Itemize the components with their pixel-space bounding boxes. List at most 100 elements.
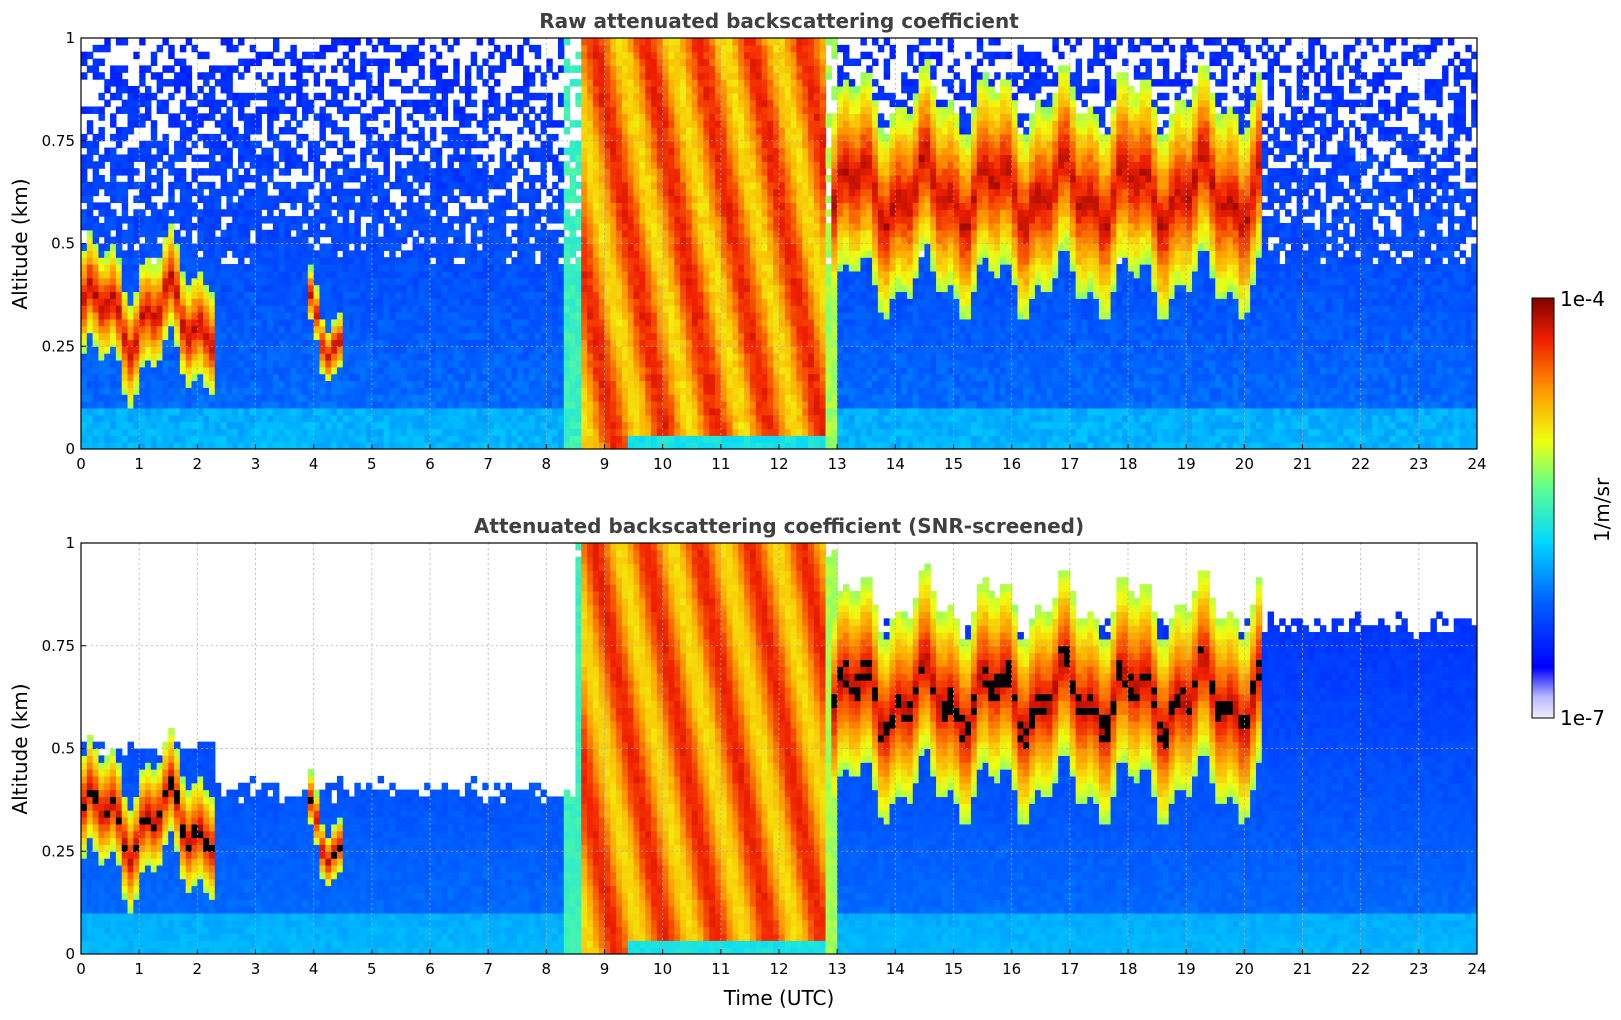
- heatmap-cell: [552, 407, 559, 416]
- heatmap-cell: [441, 209, 449, 217]
- heatmap-cell: [371, 168, 379, 176]
- heatmap-cell: [656, 366, 664, 375]
- heatmap-cell: [418, 51, 425, 60]
- heatmap-cell: [476, 264, 483, 272]
- heatmap-cell: [336, 202, 344, 210]
- heatmap-cell: [162, 209, 169, 217]
- heatmap-cell: [575, 318, 582, 327]
- heatmap-cell: [296, 380, 303, 388]
- heatmap-cell: [424, 106, 431, 114]
- heatmap-cell: [348, 318, 355, 327]
- heatmap-cell: [92, 181, 100, 190]
- heatmap-cell: [412, 264, 419, 272]
- heatmap-cell: [366, 72, 373, 80]
- heatmap-cell: [377, 414, 385, 423]
- heatmap-cell: [272, 133, 280, 142]
- heatmap-cell: [493, 373, 501, 382]
- heatmap-cell: [517, 106, 524, 114]
- heatmap-cell: [133, 325, 140, 334]
- heatmap-cell: [174, 312, 181, 320]
- heatmap-cell: [645, 79, 652, 87]
- heatmap-cell: [360, 318, 367, 327]
- heatmap-cell: [569, 428, 577, 436]
- heatmap-cell: [150, 161, 158, 169]
- heatmap-cell: [569, 346, 577, 354]
- heatmap-cell: [371, 407, 379, 416]
- heatmap-cell: [645, 175, 652, 183]
- heatmap-cell: [185, 325, 193, 334]
- heatmap-cell: [616, 140, 623, 149]
- heatmap-cell: [168, 407, 175, 416]
- heatmap-cell: [191, 106, 198, 114]
- heatmap-cell: [552, 250, 559, 258]
- heatmap-cell: [232, 202, 239, 210]
- heatmap-cell: [110, 366, 117, 375]
- heatmap-cell: [203, 92, 210, 101]
- heatmap-cell: [243, 58, 251, 66]
- heatmap-cell: [307, 428, 315, 436]
- heatmap-cell: [371, 277, 379, 286]
- heatmap-cell: [81, 401, 88, 409]
- heatmap-cell: [610, 147, 617, 156]
- heatmap-cell: [435, 305, 443, 313]
- heatmap-cell: [249, 270, 257, 279]
- heatmap-cell: [540, 277, 547, 286]
- heatmap-cell: [104, 339, 111, 347]
- heatmap-cell: [662, 387, 670, 395]
- heatmap-cell: [656, 202, 664, 210]
- heatmap-cell: [150, 243, 158, 251]
- heatmap-cell: [563, 428, 571, 436]
- heatmap-cell: [168, 65, 175, 73]
- heatmap-cell: [621, 435, 629, 443]
- heatmap-cell: [517, 181, 524, 190]
- heatmap-cell: [400, 380, 408, 388]
- heatmap-cell: [313, 339, 321, 347]
- heatmap-cell: [203, 305, 210, 313]
- heatmap-cell: [267, 373, 274, 382]
- heatmap-cell: [86, 229, 94, 238]
- heatmap-cell: [92, 270, 100, 279]
- heatmap-cell: [104, 435, 111, 443]
- heatmap-cell: [238, 113, 245, 121]
- heatmap-cell: [354, 305, 361, 313]
- heatmap-cell: [179, 243, 187, 251]
- heatmap-cell: [441, 394, 449, 402]
- heatmap-cell: [162, 435, 169, 443]
- heatmap-cell: [395, 380, 402, 388]
- heatmap-cell: [517, 229, 524, 238]
- heatmap-cell: [621, 85, 629, 94]
- heatmap-cell: [150, 127, 158, 135]
- heatmap-cell: [203, 394, 210, 402]
- heatmap-cell: [499, 65, 507, 73]
- heatmap-cell: [488, 442, 495, 449]
- heatmap-cell: [331, 216, 338, 224]
- heatmap-cell: [592, 120, 600, 128]
- heatmap-cell: [331, 85, 338, 94]
- heatmap-cell: [366, 140, 373, 149]
- heatmap-cell: [162, 79, 169, 87]
- heatmap-cell: [557, 394, 565, 402]
- heatmap-cell: [232, 140, 239, 149]
- heatmap-cell: [168, 298, 175, 306]
- heatmap-cell: [185, 229, 193, 238]
- heatmap-cell: [121, 442, 129, 449]
- heatmap-cell: [540, 387, 547, 395]
- heatmap-cell: [581, 366, 588, 375]
- heatmap-cell: [656, 407, 664, 416]
- heatmap-cell: [179, 380, 187, 388]
- heatmap-cell: [546, 339, 553, 347]
- heatmap-cell: [470, 161, 478, 169]
- heatmap-cell: [517, 312, 524, 320]
- heatmap-cell: [348, 407, 355, 416]
- heatmap-cell: [656, 209, 664, 217]
- heatmap-cell: [610, 305, 617, 313]
- heatmap-cell: [174, 339, 181, 347]
- heatmap-cell: [331, 435, 338, 443]
- heatmap-cell: [81, 284, 88, 293]
- heatmap-cell: [98, 366, 105, 375]
- heatmap-cell: [220, 99, 228, 108]
- heatmap-cell: [272, 257, 280, 265]
- heatmap-cell: [366, 442, 373, 449]
- heatmap-cell: [238, 387, 245, 395]
- heatmap-cell: [534, 195, 542, 203]
